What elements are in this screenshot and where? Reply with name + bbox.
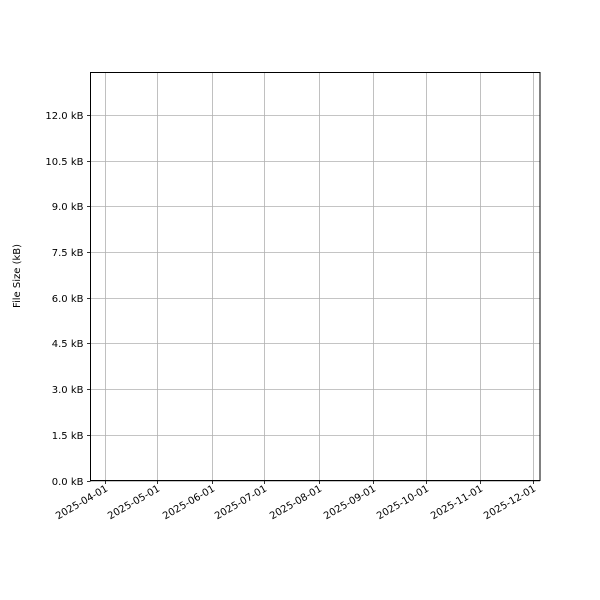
x-tick-label: 2025-09-01 <box>322 484 378 523</box>
x-tick-label: 2025-07-01 <box>213 484 269 523</box>
x-tick-label: 2025-05-01 <box>106 484 162 523</box>
y-tick-label: 12.0 kB <box>45 111 83 122</box>
y-tick-label: 3.0 kB <box>52 385 84 396</box>
y-axis-label: File Size (kB) <box>12 244 23 308</box>
y-tick-label: 6.0 kB <box>52 294 84 305</box>
x-tick-label: 2025-06-01 <box>161 484 217 523</box>
x-tick-label: 2025-10-01 <box>375 484 431 523</box>
y-tick-label: 9.0 kB <box>52 202 84 213</box>
y-tick-label: 7.5 kB <box>52 248 84 259</box>
x-tick-label: 2025-12-01 <box>482 484 538 523</box>
grid <box>90 72 540 482</box>
plot-frame <box>90 72 541 481</box>
x-tick-label: 2025-04-01 <box>54 484 110 523</box>
x-tick-label: 2025-11-01 <box>429 484 485 523</box>
y-tick-label: 10.5 kB <box>45 157 83 168</box>
y-tick-label: 4.5 kB <box>52 339 84 350</box>
y-axis: 0.0 kB 1.5 kB 3.0 kB 4.5 kB 6.0 kB 7.5 kB 9.0 … <box>45 111 91 488</box>
y-tick-label: 1.5 kB <box>52 431 84 442</box>
y-tick-label: 0.0 kB <box>52 477 84 488</box>
x-tick-label: 2025-08-01 <box>268 484 324 523</box>
